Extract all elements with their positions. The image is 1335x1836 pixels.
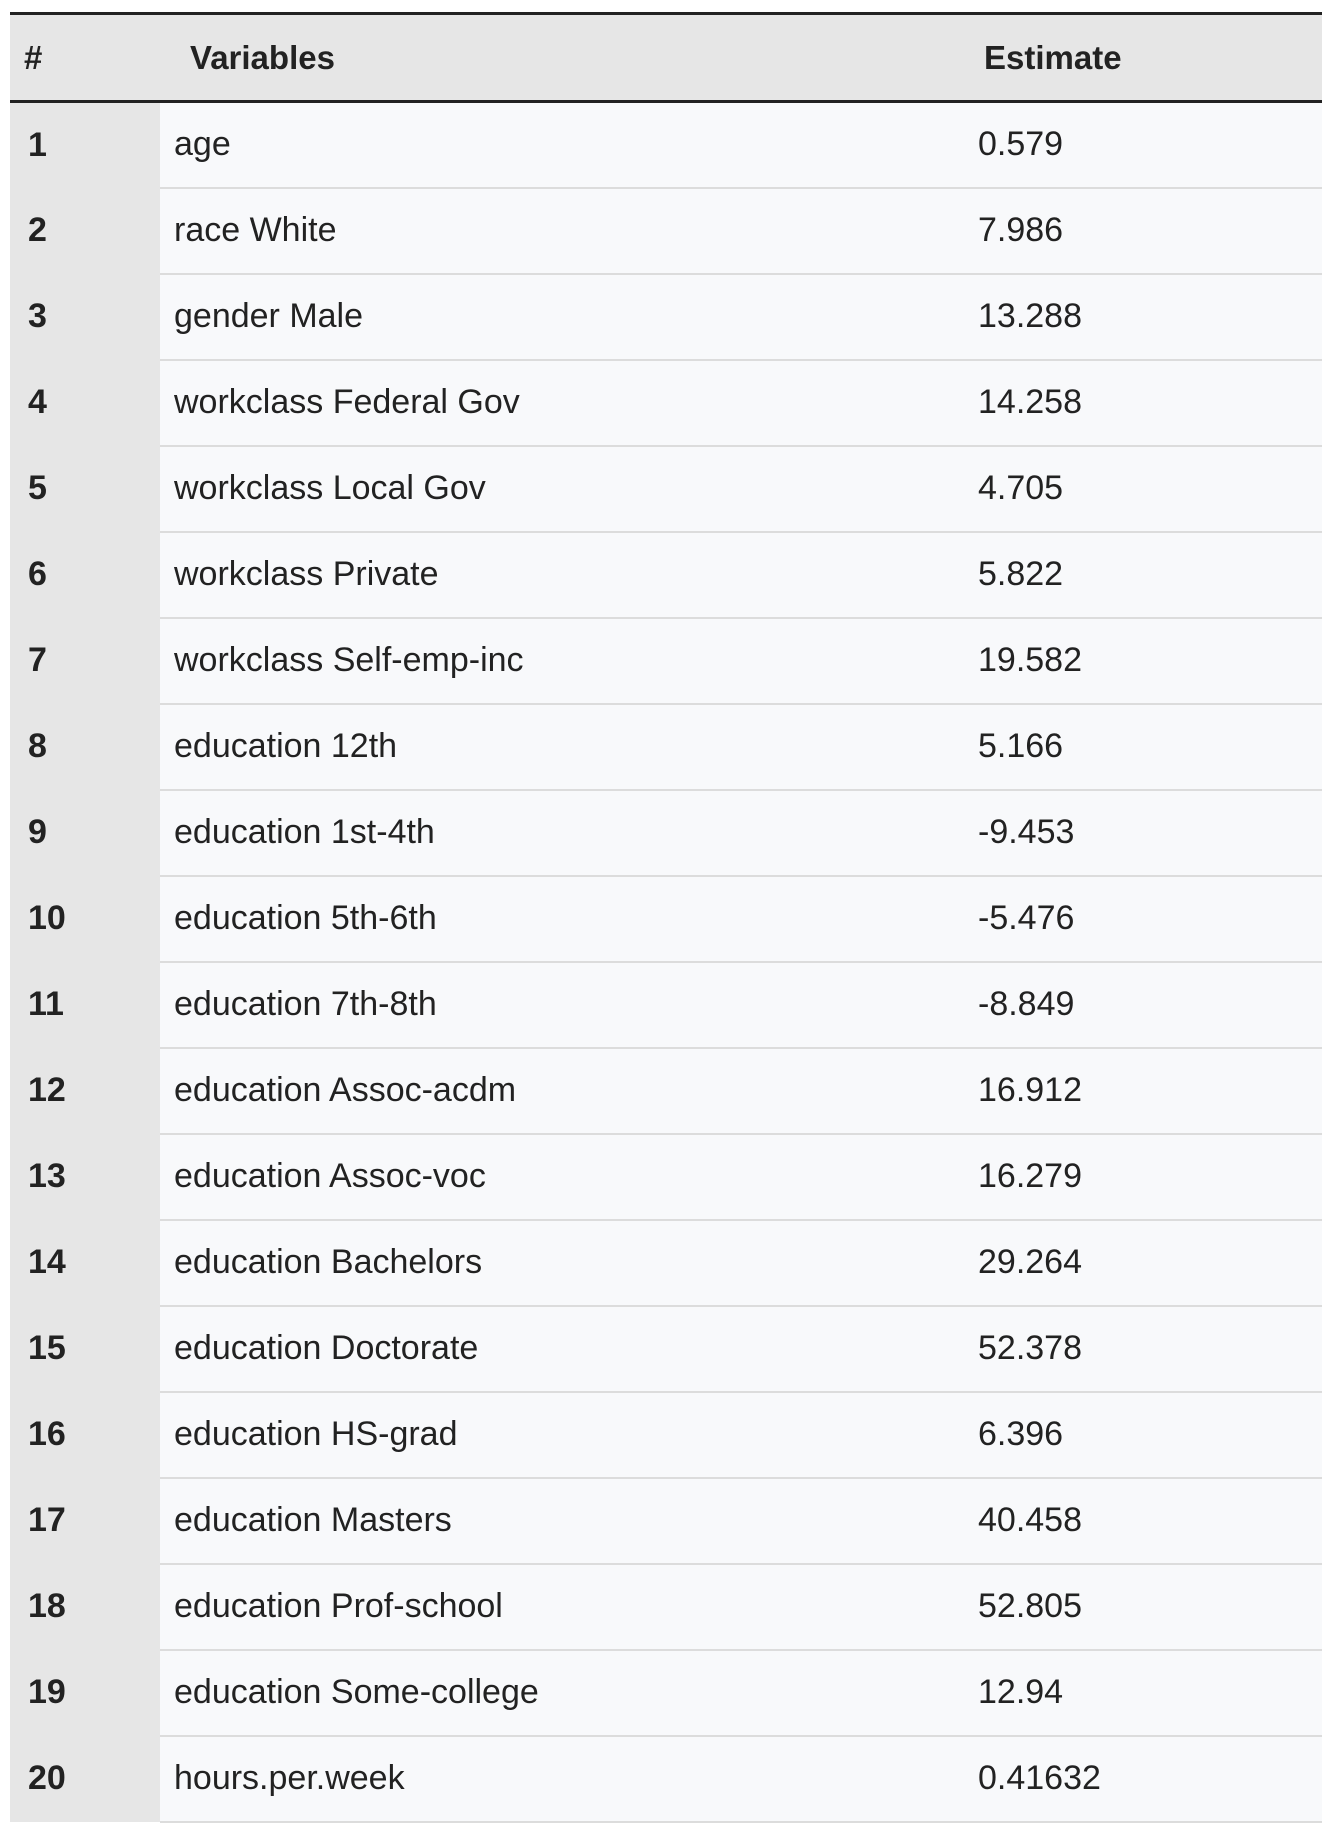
row-number: 11: [10, 961, 160, 1048]
estimate-value-cell: 12.94: [978, 1649, 1322, 1737]
table-row: 17 education Masters 40.458: [10, 1477, 1322, 1565]
estimate-value-cell: 14.258: [978, 359, 1322, 447]
row-number: 10: [10, 875, 160, 962]
row-number: 16: [10, 1391, 160, 1478]
table-row: 18 education Prof-school 52.805: [10, 1563, 1322, 1651]
header-row: # Variables Estimate: [10, 12, 1322, 103]
variable-name-cell: education Assoc-acdm: [160, 1047, 978, 1135]
estimate-value-cell: 52.378: [978, 1305, 1322, 1393]
row-number: 3: [10, 273, 160, 360]
table-row: 2 race White 7.986: [10, 187, 1322, 275]
row-number: 2: [10, 187, 160, 274]
row-number: 5: [10, 445, 160, 532]
variable-name-cell: education Some-college: [160, 1649, 978, 1737]
variable-name-cell: gender Male: [160, 273, 978, 361]
estimate-value-cell: 19.582: [978, 617, 1322, 705]
row-number: 6: [10, 531, 160, 618]
variable-name-cell: workclass Private: [160, 531, 978, 619]
table-row: 3 gender Male 13.288: [10, 273, 1322, 361]
row-number: 8: [10, 703, 160, 790]
estimate-value-cell: 16.912: [978, 1047, 1322, 1135]
estimate-value-cell: 7.986: [978, 187, 1322, 275]
variable-name-cell: workclass Local Gov: [160, 445, 978, 533]
table-row: 12 education Assoc-acdm 16.912: [10, 1047, 1322, 1135]
variable-name-cell: education 1st-4th: [160, 789, 978, 877]
table-row: 8 education 12th 5.166: [10, 703, 1322, 791]
estimate-value-cell: -8.849: [978, 961, 1322, 1049]
estimate-value-cell: 5.166: [978, 703, 1322, 791]
row-number: 13: [10, 1133, 160, 1220]
table-row: 20 hours.per.week 0.41632: [10, 1735, 1322, 1823]
table-row: 16 education HS-grad 6.396: [10, 1391, 1322, 1479]
row-number: 1: [10, 101, 160, 188]
variable-name-cell: education 12th: [160, 703, 978, 791]
variable-name-cell: education 5th-6th: [160, 875, 978, 963]
estimate-value-cell: 0.41632: [978, 1735, 1322, 1823]
estimate-value-cell: -5.476: [978, 875, 1322, 963]
table-header: # Variables Estimate: [10, 12, 1322, 103]
row-number: 7: [10, 617, 160, 704]
estimate-value-cell: 13.288: [978, 273, 1322, 361]
table-body: 1 age 0.579 2 race White 7.986 3 gender Male 13.…: [10, 101, 1322, 1823]
estimate-value-cell: 16.279: [978, 1133, 1322, 1221]
estimates-table: # Variables Estimate 1 age 0.579 2 race Whit…: [10, 12, 1322, 1823]
header-estimate: Estimate: [978, 12, 1322, 103]
row-number: 19: [10, 1649, 160, 1736]
table-row: 19 education Some-college 12.94: [10, 1649, 1322, 1737]
variable-name-cell: education HS-grad: [160, 1391, 978, 1479]
estimate-value-cell: 4.705: [978, 445, 1322, 533]
variable-name-cell: education Masters: [160, 1477, 978, 1565]
row-number: 4: [10, 359, 160, 446]
table-row: 1 age 0.579: [10, 101, 1322, 189]
estimate-value-cell: 52.805: [978, 1563, 1322, 1651]
estimate-value-cell: 5.822: [978, 531, 1322, 619]
row-number: 14: [10, 1219, 160, 1306]
table-row: 15 education Doctorate 52.378: [10, 1305, 1322, 1393]
estimates-table-container: # Variables Estimate 1 age 0.579 2 race Whit…: [10, 12, 1322, 1823]
row-number: 18: [10, 1563, 160, 1650]
variable-name-cell: education Bachelors: [160, 1219, 978, 1307]
variable-name-cell: education 7th-8th: [160, 961, 978, 1049]
table-row: 13 education Assoc-voc 16.279: [10, 1133, 1322, 1221]
estimate-value-cell: 29.264: [978, 1219, 1322, 1307]
variable-name-cell: race White: [160, 187, 978, 275]
variable-name-cell: education Doctorate: [160, 1305, 978, 1393]
header-variables: Variables: [160, 12, 978, 103]
table-row: 14 education Bachelors 29.264: [10, 1219, 1322, 1307]
table-row: 5 workclass Local Gov 4.705: [10, 445, 1322, 533]
row-number: 9: [10, 789, 160, 876]
table-row: 9 education 1st-4th -9.453: [10, 789, 1322, 877]
estimate-value-cell: 6.396: [978, 1391, 1322, 1479]
header-number: #: [10, 12, 160, 103]
variable-name-cell: education Prof-school: [160, 1563, 978, 1651]
variable-name-cell: workclass Federal Gov: [160, 359, 978, 447]
row-number: 15: [10, 1305, 160, 1392]
row-number: 17: [10, 1477, 160, 1564]
table-row: 11 education 7th-8th -8.849: [10, 961, 1322, 1049]
estimate-value-cell: 40.458: [978, 1477, 1322, 1565]
table-row: 6 workclass Private 5.822: [10, 531, 1322, 619]
table-row: 4 workclass Federal Gov 14.258: [10, 359, 1322, 447]
row-number: 20: [10, 1735, 160, 1822]
estimate-value-cell: -9.453: [978, 789, 1322, 877]
variable-name-cell: workclass Self-emp-inc: [160, 617, 978, 705]
estimate-value-cell: 0.579: [978, 101, 1322, 189]
variable-name-cell: education Assoc-voc: [160, 1133, 978, 1221]
variable-name-cell: hours.per.week: [160, 1735, 978, 1823]
row-number: 12: [10, 1047, 160, 1134]
table-row: 7 workclass Self-emp-inc 19.582: [10, 617, 1322, 705]
table-row: 10 education 5th-6th -5.476: [10, 875, 1322, 963]
variable-name-cell: age: [160, 101, 978, 189]
